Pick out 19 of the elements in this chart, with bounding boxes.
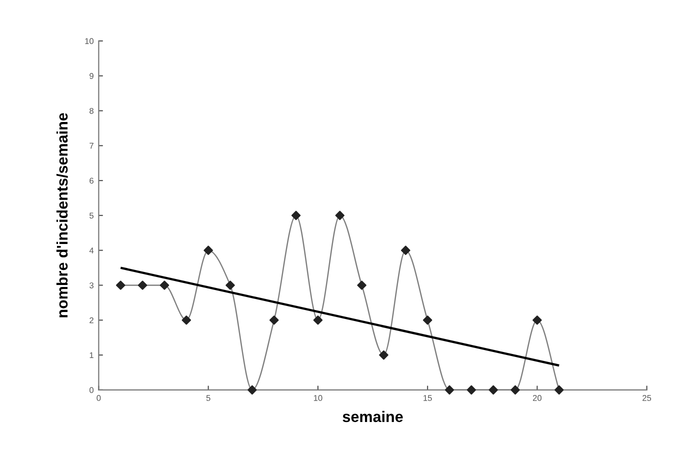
y-tick-label: 7	[90, 142, 94, 149]
x-tick-label: 25	[642, 395, 652, 401]
y-tick-label: 3	[90, 282, 94, 288]
y-tick-label: 1	[90, 352, 94, 358]
y-tick-label: 6	[90, 178, 94, 184]
x-tick-label: 5	[206, 395, 210, 401]
y-tick-label: 9	[90, 73, 94, 79]
x-tick-label: 15	[424, 395, 432, 401]
x-tick-label: 10	[314, 395, 322, 401]
x-tick-label: 0	[96, 395, 101, 401]
y-tick-label: 8	[90, 108, 94, 114]
y-tick-label: 0	[90, 387, 94, 394]
y-tick-label: 2	[90, 317, 94, 324]
x-axis-title: semaine	[342, 410, 403, 422]
y-tick-label: 10	[85, 38, 94, 44]
y-axis-title: nombre d'incidents/semaine	[56, 113, 68, 318]
y-tick-label: 5	[90, 212, 94, 219]
x-tick-label: 20	[532, 395, 542, 401]
y-tick-label: 4	[89, 248, 94, 254]
